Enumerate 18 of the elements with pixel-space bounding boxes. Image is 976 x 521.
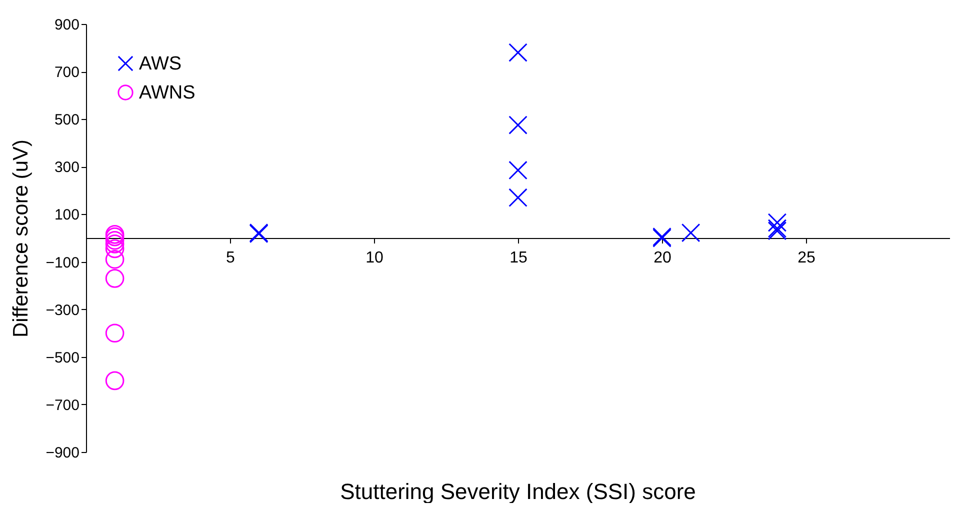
y-tick-label: 700 <box>54 64 80 82</box>
y-tick-label: −700 <box>46 396 80 414</box>
y-tick-label: −100 <box>46 254 80 272</box>
y-axis-title: Difference score (uV) <box>10 139 33 338</box>
x-tick-label: 15 <box>510 250 528 266</box>
legend-label: AWS <box>139 54 182 74</box>
legend-label: AWNS <box>139 82 196 104</box>
y-tick-label: −500 <box>46 349 80 366</box>
y-tick-label: 500 <box>54 112 80 129</box>
x-tick-label: 25 <box>798 250 816 266</box>
y-tick-label: −300 <box>46 302 80 319</box>
x-tick-label: 20 <box>654 250 672 266</box>
y-tick-label: 100 <box>54 206 80 224</box>
y-tick-label: 300 <box>54 159 80 176</box>
x-tick-label: 10 <box>366 250 384 266</box>
x-tick-label: 5 <box>226 250 236 266</box>
y-tick-label: −900 <box>46 444 80 462</box>
y-tick-label: 900 <box>54 16 80 34</box>
